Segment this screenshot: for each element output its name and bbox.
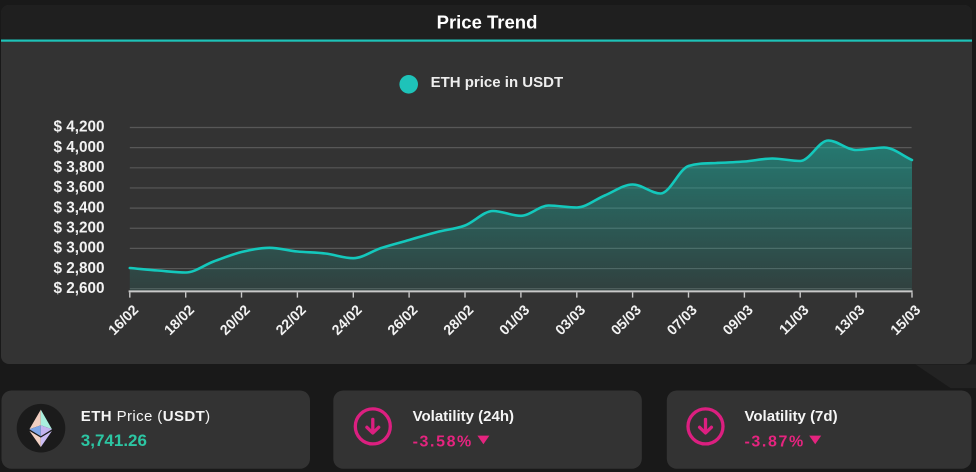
svg-text:$ 3,200: $ 3,200 bbox=[53, 220, 104, 237]
svg-text:ETH Price (USDT): ETH Price (USDT) bbox=[81, 408, 211, 425]
svg-text:-3.87%: -3.87% bbox=[745, 433, 805, 450]
svg-text:$ 3,000: $ 3,000 bbox=[53, 240, 104, 257]
svg-text:3,741.26: 3,741.26 bbox=[81, 431, 147, 450]
svg-text:$ 3,400: $ 3,400 bbox=[53, 199, 104, 216]
svg-text:-3.58%: -3.58% bbox=[413, 433, 473, 450]
svg-text:$ 4,200: $ 4,200 bbox=[53, 119, 104, 136]
svg-text:$ 3,800: $ 3,800 bbox=[53, 159, 104, 176]
svg-text:$ 2,600: $ 2,600 bbox=[53, 280, 104, 297]
svg-text:$ 3,600: $ 3,600 bbox=[53, 179, 104, 196]
svg-text:Price Trend: Price Trend bbox=[437, 12, 538, 33]
svg-text:ETH price in USDT: ETH price in USDT bbox=[431, 74, 564, 91]
svg-text:Volatility (24h): Volatility (24h) bbox=[413, 408, 514, 425]
svg-text:$ 4,000: $ 4,000 bbox=[53, 139, 104, 156]
svg-text:Volatility (7d): Volatility (7d) bbox=[745, 408, 838, 425]
svg-text:$ 2,800: $ 2,800 bbox=[53, 260, 104, 277]
